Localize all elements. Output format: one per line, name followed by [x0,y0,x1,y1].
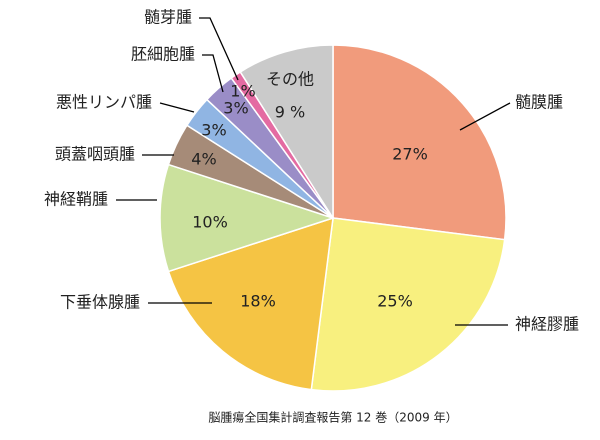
pie-slice [310,217,506,392]
value-label: 27% [392,145,428,164]
value-label: 18% [240,292,276,311]
value-label: 9 % [275,103,305,122]
slice-label: 胚細胞腫 [131,45,195,64]
value-label: 3% [223,99,248,118]
leader-line [202,54,224,93]
pie-slice [332,44,507,241]
value-label: 4% [191,150,216,169]
value-label: 1% [230,82,255,101]
value-label: 25% [377,292,413,311]
value-label: 10% [192,213,228,232]
slice-label: 頭蓋咽頭腫 [55,145,135,164]
slice-label: 下垂体腺腫 [60,293,140,312]
slice-label: 髄芽腫 [144,8,192,27]
slice-label: その他 [266,70,314,89]
leader-line [159,102,195,113]
slice-label: 神経鞘腫 [44,190,108,209]
slice-label: 悪性リンパ腫 [56,93,152,112]
leader-line [459,102,511,131]
value-label: 3% [201,121,226,140]
source: 脳腫瘍全国集計調査報告第 12 巻（2009 年） [208,410,457,425]
pie-slice [167,216,334,391]
pie-slice [159,163,336,273]
slice-label: 髄膜腫 [515,93,563,112]
pie-slice [239,44,334,221]
slice-label: 神経膠腫 [515,315,579,334]
leader-line [199,17,239,81]
